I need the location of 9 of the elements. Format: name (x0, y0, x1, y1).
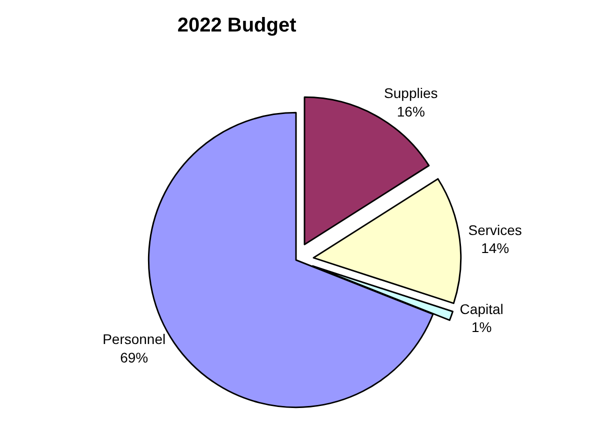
data-label: 14% (481, 240, 510, 256)
data-label: 69% (120, 349, 148, 366)
chart-title: 2022 Budget (177, 14, 297, 36)
slice-label: Capital (460, 300, 504, 317)
data-label: 1% (471, 318, 492, 335)
slice-label: Services (468, 222, 522, 238)
data-label: 16% (396, 103, 425, 120)
slice-label: Personnel (102, 331, 166, 348)
slice-label: Supplies (384, 85, 438, 102)
